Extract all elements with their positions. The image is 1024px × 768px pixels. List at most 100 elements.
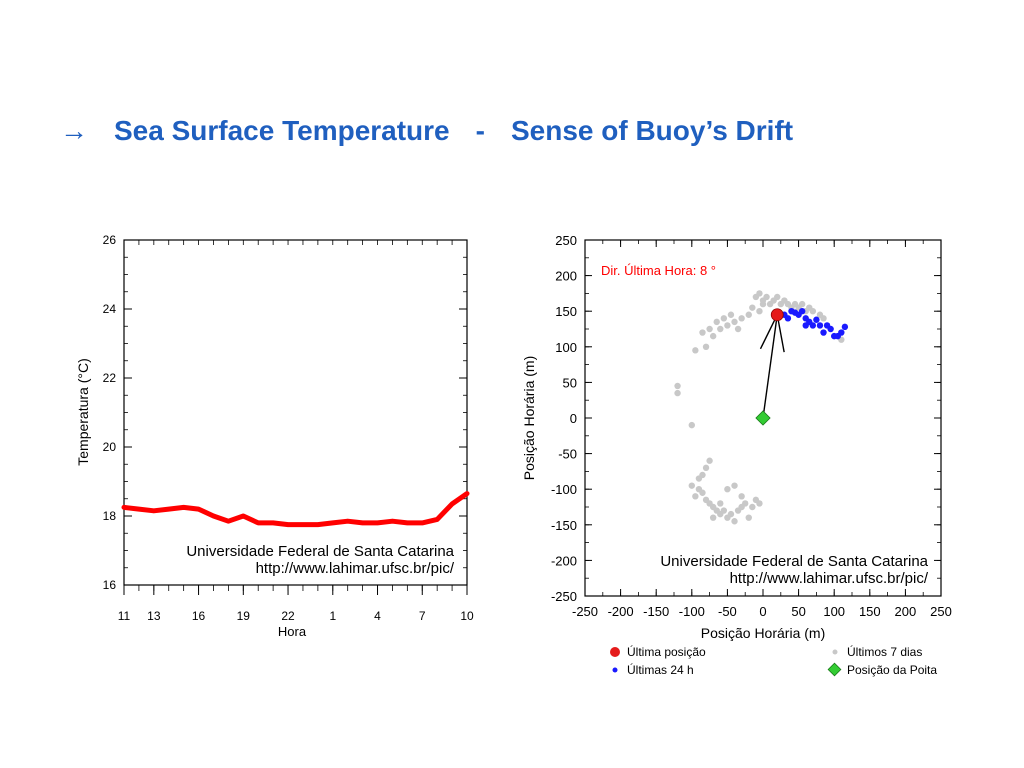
legend-last-position-label: Última posição xyxy=(627,644,706,659)
temp-x-tick-label: 13 xyxy=(147,609,161,623)
drift-credit-line2: http://www.lahimar.ufsc.br/pic/ xyxy=(730,570,929,587)
temp-y-tick-label: 20 xyxy=(103,440,117,454)
drift-direction-arrow xyxy=(759,314,785,419)
point-last-7-days xyxy=(756,290,763,297)
drift-x-tick-label: 100 xyxy=(823,604,845,619)
drift-x-tick-label: 250 xyxy=(930,604,952,619)
temp-x-tick-label: 11 xyxy=(118,609,131,623)
point-last-7-days xyxy=(717,325,724,333)
drift-legend: Última posição Últimas 24 h Últimos 7 di… xyxy=(610,644,937,677)
drift-arrow-shaft xyxy=(762,314,778,419)
point-last-7-days xyxy=(702,464,710,472)
drift-tick-labels: -250-250 -200 -200 -150 -150 -100 -100 -50 -50 0 0… xyxy=(551,233,952,619)
legend-last-24h-label: Últimas 24 h xyxy=(627,662,694,677)
drift-x-tick-label: -100 xyxy=(679,604,705,619)
point-last-7-days xyxy=(674,389,681,397)
temperature-tick-labels: 16 18 20 22 24 26 11 13 16 19 22 1 4 7 10 xyxy=(103,233,474,623)
temp-y-tick-label: 24 xyxy=(103,302,117,316)
point-last-7-days xyxy=(745,311,752,318)
temperature-ticks xyxy=(123,239,468,595)
point-last-24h xyxy=(816,322,824,329)
point-last-7-days xyxy=(727,510,735,518)
temp-y-tick-label: 18 xyxy=(103,509,117,523)
temperature-credit-line1: Universidade Federal de Santa Catarina xyxy=(186,543,454,560)
point-last-7-days xyxy=(731,318,738,326)
point-last-7-days xyxy=(720,315,728,322)
temp-x-tick-label: 4 xyxy=(374,609,381,623)
drift-markers xyxy=(755,308,784,426)
point-last-7-days xyxy=(749,304,756,311)
drift-y-tick-label: -250 xyxy=(551,589,577,604)
point-last-24h xyxy=(813,316,820,323)
point-last-7-days xyxy=(713,318,720,326)
drift-x-tick-label: -200 xyxy=(608,604,634,619)
point-last-7-days xyxy=(699,489,706,496)
last-position-marker xyxy=(770,308,784,322)
arrow-right-icon: → xyxy=(60,115,88,146)
point-last-7-days xyxy=(699,329,706,336)
title-sea-surface-temperature: Sea Surface Temperature xyxy=(114,115,450,146)
point-last-7-days xyxy=(709,332,717,340)
title-sense-of-buoy-drift: Sense of Buoy’s Drift xyxy=(510,115,794,146)
point-last-24h xyxy=(802,322,809,329)
temp-x-tick-label: 16 xyxy=(192,609,206,623)
point-last-7-days xyxy=(717,500,724,507)
point-last-7-days xyxy=(756,308,763,315)
drift-direction-annotation: Dir. Última Hora: 8 ° xyxy=(601,263,716,278)
temp-x-tick-label: 1 xyxy=(329,609,336,623)
legend-last-position-marker xyxy=(610,647,620,657)
point-last-7-days xyxy=(724,486,731,493)
point-last-7-days xyxy=(702,343,710,350)
temperature-credit-line2: http://www.lahimar.ufsc.br/pic/ xyxy=(256,560,455,577)
drift-y-tick-label: 0 xyxy=(570,411,577,426)
drift-y-tick-label: -200 xyxy=(551,553,577,568)
temp-x-tick-label: 7 xyxy=(419,609,426,623)
drift-x-tick-label: -50 xyxy=(718,604,737,619)
point-last-24h xyxy=(838,329,845,336)
point-last-7-days xyxy=(742,500,749,507)
temp-y-tick-label: 16 xyxy=(103,578,117,592)
temp-x-tick-label: 10 xyxy=(460,609,474,623)
point-last-7-days xyxy=(763,293,770,301)
legend-last-7-days-marker xyxy=(832,649,838,655)
temperature-series-line xyxy=(121,491,470,528)
point-last-7-days xyxy=(688,421,695,429)
point-last-24h xyxy=(827,325,834,333)
point-last-7-days xyxy=(759,300,767,308)
point-last-7-days xyxy=(756,500,763,507)
drift-x-tick-label: -150 xyxy=(643,604,669,619)
point-last-7-days xyxy=(774,293,781,301)
point-last-7-days xyxy=(734,325,742,333)
point-last-7-days xyxy=(720,507,728,514)
drift-y-tick-label: -150 xyxy=(551,518,577,533)
point-last-7-days xyxy=(745,514,752,521)
point-last-24h xyxy=(784,315,792,322)
temp-y-tick-label: 22 xyxy=(103,371,117,385)
temperature-y-axis-label: Temperatura (°C) xyxy=(75,358,91,466)
point-last-7-days xyxy=(798,300,806,308)
point-last-7-days xyxy=(706,457,713,464)
point-last-24h xyxy=(841,323,849,331)
point-last-7-days xyxy=(731,518,738,525)
title-separator: - xyxy=(475,115,485,146)
slide-title: → Sea Surface Temperature - Sense of Buoy’s… xyxy=(60,110,1000,152)
legend-mooring-marker xyxy=(827,662,842,677)
drift-credit-line1: Universidade Federal de Santa Catarina xyxy=(660,553,928,570)
point-last-24h xyxy=(809,322,817,329)
drift-y-tick-label: 250 xyxy=(555,233,577,248)
temp-x-tick-label: 22 xyxy=(281,609,295,623)
drift-y-tick-label: 100 xyxy=(555,340,577,355)
temp-x-tick-label: 19 xyxy=(237,609,251,623)
drift-y-tick-label: 50 xyxy=(563,375,577,390)
drift-x-tick-label: -250 xyxy=(572,604,598,619)
temp-y-tick-label: 26 xyxy=(103,233,117,247)
point-last-24h xyxy=(798,308,806,315)
drift-y-tick-label: 150 xyxy=(555,304,577,319)
point-last-24h xyxy=(820,329,827,336)
mooring-position-marker xyxy=(755,410,771,426)
point-last-7-days xyxy=(749,503,756,511)
drift-x-tick-label: 0 xyxy=(759,604,766,619)
point-last-7-days xyxy=(724,322,731,329)
